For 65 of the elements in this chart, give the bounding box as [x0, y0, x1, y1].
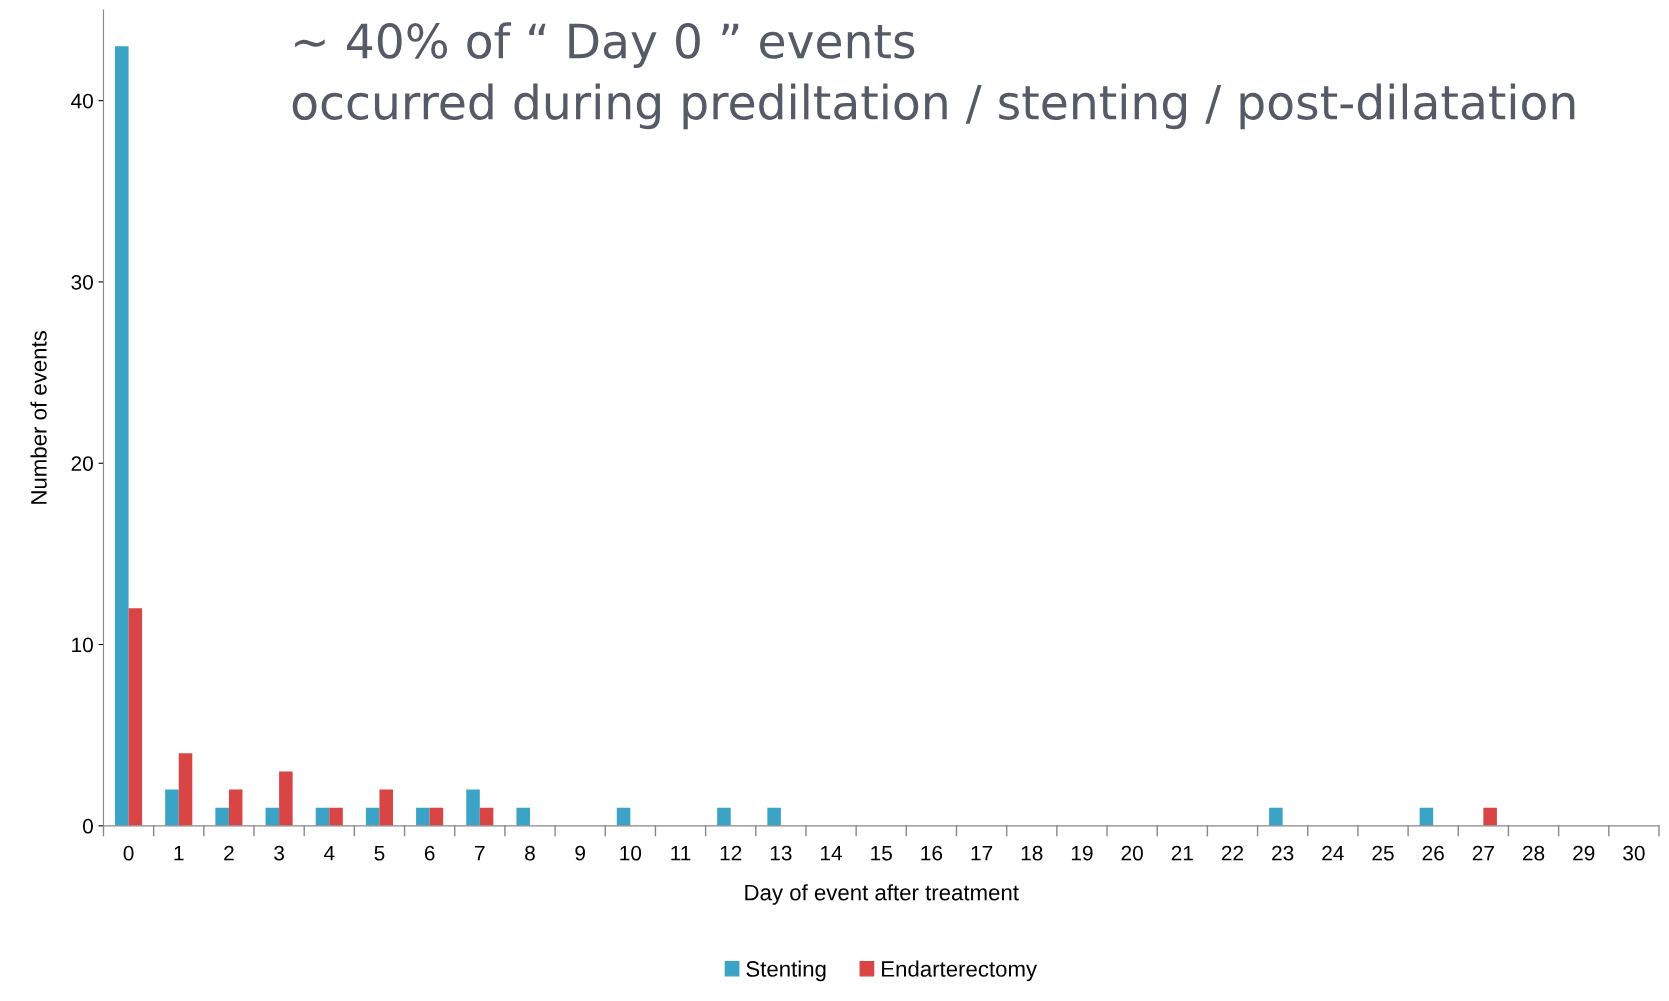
- x-tick-label: 25: [1372, 845, 1394, 861]
- x-tick-label: 3: [274, 845, 284, 861]
- x-tick-label: 1: [174, 846, 184, 861]
- x-tick-label: 5: [374, 846, 385, 861]
- y-axis-title: Number of events: [30, 331, 47, 504]
- bar: [165, 789, 179, 826]
- x-tick-label: 9: [575, 845, 585, 861]
- x-tick-label: 23: [1272, 845, 1294, 861]
- x-tick-label: 20: [1121, 845, 1143, 861]
- x-tick-label: 18: [1021, 845, 1043, 861]
- y-tick-label: 40: [71, 93, 93, 109]
- bar: [178, 753, 193, 826]
- annotation: ~ 40% of “ Day 0 ” events: [295, 22, 915, 68]
- x-tick-label: 12: [720, 845, 742, 861]
- legend-label: Stenting: [746, 960, 826, 982]
- x-tick-label: 26: [1422, 845, 1444, 861]
- bar: [315, 807, 330, 826]
- x-tick-label: 17: [971, 846, 993, 861]
- bar: [616, 807, 631, 826]
- bar: [329, 807, 343, 826]
- x-tick-label: 30: [1623, 845, 1645, 861]
- bar: [379, 789, 393, 826]
- bar: [115, 46, 129, 826]
- y-tick-label: 30: [71, 274, 93, 290]
- bar: [265, 807, 280, 826]
- bar: [279, 771, 293, 826]
- x-tick-label: 16: [921, 845, 943, 861]
- bar: [717, 807, 731, 826]
- y-tick-label: 10: [72, 637, 93, 653]
- bar: [1269, 807, 1283, 826]
- bar: [466, 789, 480, 826]
- legend-label: Endarterectomy: [882, 960, 1038, 982]
- bar: [128, 608, 143, 826]
- bar: [767, 807, 781, 826]
- bar: [429, 807, 444, 826]
- x-tick-label: 22: [1221, 845, 1244, 861]
- bar: [215, 807, 229, 826]
- x-tick-label: 8: [525, 845, 535, 861]
- x-tick-label: 27: [1472, 845, 1494, 861]
- x-axis-title: Day of event after treatment: [745, 884, 1019, 905]
- x-tick-label: 24: [1322, 845, 1344, 861]
- x-tick-label: 13: [770, 845, 792, 861]
- bar: [416, 807, 430, 826]
- x-tick-label: 19: [1071, 845, 1093, 861]
- bar: [1483, 807, 1497, 826]
- bar: [479, 807, 494, 826]
- x-tick-label: 14: [821, 846, 843, 861]
- x-tick-label: 7: [475, 846, 485, 861]
- y-tick-label: 20: [71, 456, 93, 471]
- x-tick-label: 4: [323, 846, 335, 861]
- x-tick-label: 10: [620, 845, 642, 861]
- x-tick-label: 11: [671, 846, 691, 861]
- x-tick-label: 0: [123, 845, 134, 861]
- x-tick-label: 15: [871, 846, 892, 861]
- x-tick-label: 2: [224, 845, 234, 861]
- y-tick-label: 0: [82, 818, 93, 834]
- annotation: occurred during prediltation / stenting / post-dilatation: [292, 83, 1575, 130]
- bar: [516, 807, 530, 826]
- bar: [365, 807, 380, 826]
- x-tick-label: 28: [1523, 845, 1545, 861]
- bar: [1419, 807, 1434, 826]
- x-tick-label: 6: [424, 845, 435, 861]
- x-tick-label: 21: [1171, 845, 1193, 861]
- bar: [228, 789, 243, 826]
- x-tick-label: 29: [1573, 845, 1595, 861]
